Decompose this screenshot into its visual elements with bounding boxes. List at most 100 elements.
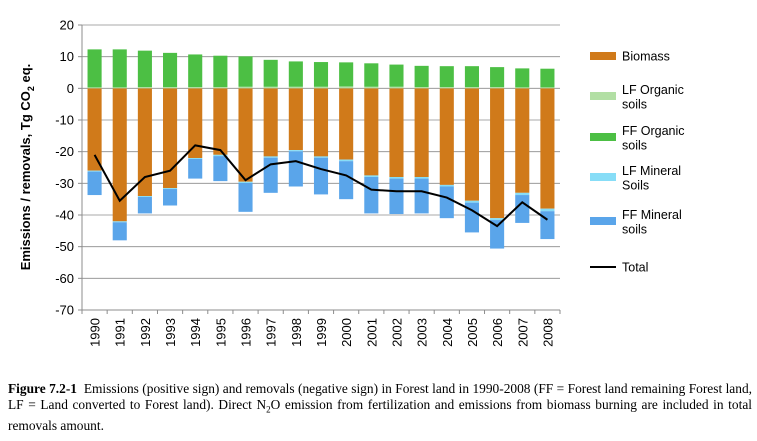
bar-segment xyxy=(288,151,303,187)
bar-segment xyxy=(414,88,429,177)
bar-segment xyxy=(213,154,228,157)
legend-label: FF Mineral xyxy=(622,208,682,222)
legend-label: LF Mineral xyxy=(622,164,681,178)
bar-segment xyxy=(213,55,228,88)
bar-segment xyxy=(112,87,127,89)
y-tick-label: -20 xyxy=(55,144,74,159)
x-tick-label: 2003 xyxy=(415,318,430,347)
bar-segment xyxy=(263,59,278,87)
bar-segment xyxy=(339,159,354,162)
bar-segment xyxy=(112,88,127,222)
bar-segment xyxy=(464,66,479,88)
bar-segment xyxy=(238,86,253,89)
bar-segment xyxy=(540,88,555,209)
y-tick-label: -40 xyxy=(55,208,74,223)
y-tick-label: -30 xyxy=(55,176,74,191)
bar-segment xyxy=(288,61,303,87)
bar-segment xyxy=(213,88,228,155)
legend-label: LF Organic xyxy=(622,83,684,97)
bar-segment xyxy=(414,65,429,88)
legend-swatch xyxy=(590,92,616,100)
y-tick-label: 20 xyxy=(60,18,74,33)
total-line xyxy=(93,144,548,228)
bar-segment xyxy=(439,87,454,89)
bar-segment xyxy=(490,220,505,249)
bar-segment xyxy=(540,68,555,88)
x-tick-label: 1997 xyxy=(264,318,279,347)
bar-segment xyxy=(238,56,253,87)
x-tick-label: 1991 xyxy=(113,318,128,347)
bar-segment xyxy=(364,88,379,176)
bar-segment xyxy=(288,88,303,151)
bar-segment xyxy=(439,66,454,88)
x-tick-label: 1995 xyxy=(213,318,228,347)
bar-segment xyxy=(490,218,505,221)
bar-segment xyxy=(414,87,429,89)
figure-caption: Figure 7.2-1 Emissions (positive sign) a… xyxy=(8,381,752,434)
legend-swatch xyxy=(590,52,616,60)
y-tick-label: -50 xyxy=(55,239,74,254)
x-tick-label: 2007 xyxy=(515,318,530,347)
bar-segment xyxy=(515,88,530,193)
bar-segment xyxy=(515,192,530,196)
x-tick-label: 1994 xyxy=(188,318,203,347)
bar-segment xyxy=(364,86,379,89)
x-tick-label: 2005 xyxy=(465,318,480,347)
bar-segment xyxy=(288,150,303,152)
x-tick-label: 1999 xyxy=(314,318,329,347)
x-tick-label: 2006 xyxy=(490,318,505,347)
total-series xyxy=(93,144,548,228)
bar-segment xyxy=(540,208,555,212)
caption-subscript: 2 xyxy=(266,404,271,415)
bar-segment xyxy=(464,202,479,233)
bar-segment xyxy=(163,52,178,88)
x-tick-label: 1993 xyxy=(163,318,178,347)
legend-label: soils xyxy=(622,139,647,153)
bar-segment xyxy=(112,49,127,88)
bar-segment xyxy=(339,62,354,87)
bar-segment xyxy=(364,175,379,177)
bar-segment xyxy=(238,183,253,212)
bar-segment xyxy=(464,200,479,203)
legend-label: FF Organic xyxy=(622,124,685,138)
bar-segment xyxy=(213,156,228,182)
bar-segment xyxy=(163,188,178,190)
x-tick-label: 1998 xyxy=(289,318,304,347)
x-tick-label: 2002 xyxy=(389,318,404,347)
axes xyxy=(78,24,561,314)
bar-segment xyxy=(439,184,454,187)
bar-segment xyxy=(339,88,354,160)
bar-segment xyxy=(137,50,152,88)
bar-segment xyxy=(87,170,102,172)
bar-segment xyxy=(137,87,152,89)
legend-label: Soils xyxy=(622,179,649,193)
bar-segment xyxy=(313,88,329,157)
bar-segment xyxy=(364,177,379,214)
bar-segment xyxy=(515,87,530,89)
y-tick-label: 0 xyxy=(67,81,74,96)
bar-segment xyxy=(137,196,152,214)
bar-segment xyxy=(87,87,102,89)
bar-segment xyxy=(490,88,505,219)
bar-segment xyxy=(515,195,530,223)
y-tick-label: -10 xyxy=(55,113,74,128)
bar-segment xyxy=(137,88,152,196)
bar-segment xyxy=(188,88,203,158)
x-tick-label: 2001 xyxy=(364,318,379,347)
caption-text-2: O emission from fertilization and emissi… xyxy=(8,397,752,433)
x-tick-label: 1996 xyxy=(239,318,254,347)
bar-segment xyxy=(213,87,228,89)
bar-segment xyxy=(414,177,429,179)
legend-label: soils xyxy=(622,223,647,237)
bar-segment xyxy=(313,62,329,87)
bar-segment xyxy=(389,88,404,177)
bar-segment xyxy=(188,158,203,179)
bar-segment xyxy=(364,63,379,87)
x-tick-label: 2008 xyxy=(540,318,555,347)
bar-segment xyxy=(464,88,479,201)
bar-segment xyxy=(112,222,127,241)
legend-label: soils xyxy=(622,98,647,112)
y-tick-labels: 20 10 0 -10 -20 -30 -40 -50 -60 -70 xyxy=(55,18,74,318)
